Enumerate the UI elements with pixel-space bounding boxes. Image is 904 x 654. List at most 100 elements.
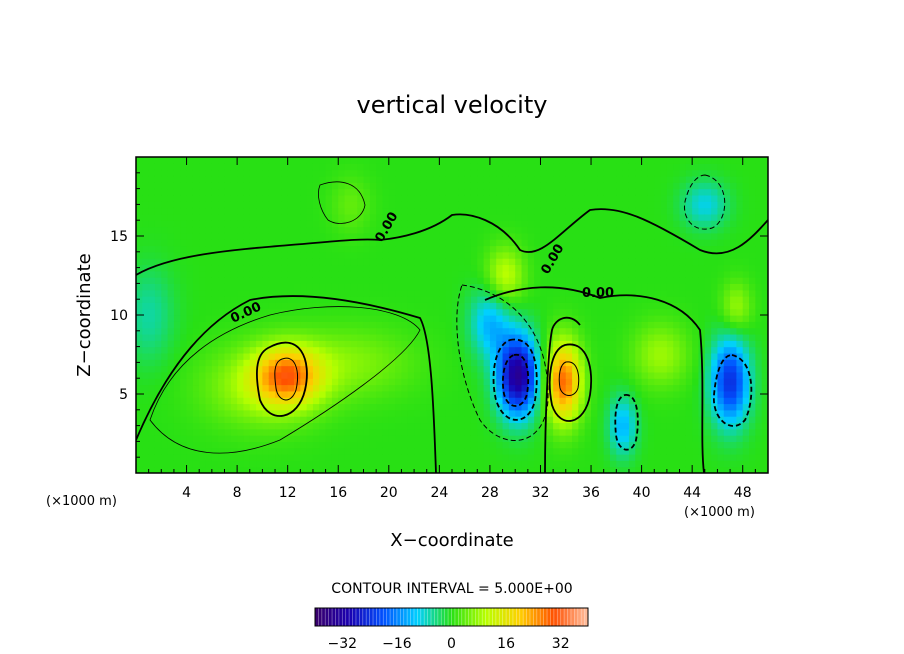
heatmap-cell bbox=[755, 333, 763, 341]
heatmap-cell bbox=[483, 251, 491, 259]
heatmap-cell bbox=[742, 232, 750, 240]
heatmap-cell bbox=[692, 352, 700, 360]
heatmap-cell bbox=[205, 302, 213, 310]
heatmap-cell bbox=[635, 277, 643, 284]
heatmap-cell bbox=[230, 245, 238, 253]
heatmap-cell bbox=[597, 251, 605, 259]
heatmap-cell bbox=[205, 169, 213, 177]
heatmap-cell bbox=[338, 251, 346, 259]
heatmap-cell bbox=[616, 390, 624, 398]
heatmap-cell bbox=[249, 188, 257, 196]
heatmap-cell bbox=[477, 416, 485, 424]
heatmap-cell bbox=[553, 441, 561, 449]
heatmap-cell bbox=[458, 460, 466, 468]
heatmap-cell bbox=[256, 207, 263, 215]
heatmap-cell bbox=[420, 371, 428, 379]
heatmap-cell bbox=[142, 397, 150, 405]
heatmap-cell bbox=[584, 460, 592, 468]
heatmap-cell bbox=[654, 258, 662, 266]
heatmap-cell bbox=[591, 327, 598, 335]
heatmap-cell bbox=[452, 169, 459, 177]
heatmap-cell bbox=[534, 403, 542, 411]
heatmap-cell bbox=[249, 308, 257, 316]
heatmap-cell bbox=[597, 428, 605, 436]
heatmap-cell bbox=[192, 346, 200, 354]
heatmap-cell bbox=[344, 365, 352, 373]
heatmap-cell bbox=[357, 397, 365, 405]
heatmap-cell bbox=[199, 157, 207, 164]
heatmap-cell bbox=[660, 321, 668, 329]
heatmap-cell bbox=[376, 409, 384, 417]
heatmap-cell bbox=[388, 220, 396, 228]
heatmap-cell bbox=[679, 163, 687, 171]
heatmap-cell bbox=[730, 365, 737, 373]
heatmap-cell bbox=[237, 346, 245, 354]
heatmap-cell bbox=[641, 403, 649, 411]
heatmap-cell bbox=[407, 321, 415, 329]
heatmap-cell bbox=[249, 447, 257, 455]
heatmap-cell bbox=[275, 403, 282, 411]
heatmap-cell bbox=[464, 333, 472, 341]
heatmap-cell bbox=[452, 397, 459, 405]
heatmap-cell bbox=[420, 422, 428, 430]
heatmap-cell bbox=[357, 315, 365, 322]
heatmap-cell bbox=[559, 441, 567, 449]
heatmap-cell bbox=[268, 340, 276, 348]
heatmap-cell bbox=[755, 352, 763, 360]
heatmap-cell bbox=[452, 201, 459, 209]
heatmap-cell bbox=[363, 258, 371, 266]
heatmap-cell bbox=[395, 232, 403, 240]
heatmap-cell bbox=[660, 245, 668, 253]
heatmap-cell bbox=[470, 365, 478, 373]
heatmap-cell bbox=[363, 422, 371, 430]
heatmap-cell bbox=[148, 422, 156, 430]
heatmap-cell bbox=[180, 213, 188, 221]
heatmap-cell bbox=[597, 296, 605, 303]
heatmap-cell bbox=[464, 321, 472, 329]
heatmap-cell bbox=[148, 277, 156, 284]
heatmap-cell bbox=[610, 157, 617, 164]
heatmap-cell bbox=[477, 302, 485, 310]
heatmap-cell bbox=[433, 264, 440, 272]
heatmap-cell bbox=[679, 365, 687, 373]
heatmap-cell bbox=[496, 466, 504, 473]
heatmap-cell bbox=[603, 182, 611, 190]
heatmap-cell bbox=[350, 454, 358, 461]
heatmap-cell bbox=[300, 333, 308, 341]
heatmap-cell bbox=[180, 371, 188, 379]
heatmap-cell bbox=[350, 207, 358, 215]
heatmap-cell bbox=[382, 175, 390, 183]
heatmap-cell bbox=[148, 378, 156, 386]
heatmap-cell bbox=[654, 327, 662, 335]
heatmap-cell bbox=[641, 188, 649, 196]
heatmap-cell bbox=[572, 277, 579, 284]
heatmap-cell bbox=[704, 359, 712, 367]
heatmap-cell bbox=[312, 175, 320, 183]
heatmap-cell bbox=[312, 188, 320, 196]
heatmap-cell bbox=[369, 270, 377, 278]
heatmap-cell bbox=[521, 416, 529, 424]
heatmap-cell bbox=[420, 333, 428, 341]
heatmap-cell bbox=[395, 296, 403, 303]
heatmap-cell bbox=[464, 270, 472, 278]
heatmap-cell bbox=[331, 454, 339, 461]
heatmap-cell bbox=[704, 466, 712, 473]
heatmap-cell bbox=[256, 359, 263, 367]
heatmap-cell bbox=[730, 315, 737, 322]
heatmap-cell bbox=[502, 409, 510, 417]
heatmap-cell bbox=[723, 308, 731, 316]
heatmap-cell bbox=[167, 390, 175, 398]
heatmap-cell bbox=[591, 239, 598, 247]
heatmap-cell bbox=[755, 384, 763, 392]
heatmap-cell bbox=[199, 245, 207, 253]
heatmap-cell bbox=[565, 460, 573, 468]
heatmap-cell bbox=[527, 416, 535, 424]
heatmap-cell bbox=[749, 251, 756, 259]
heatmap-cell bbox=[521, 232, 529, 240]
heatmap-cell bbox=[572, 245, 579, 253]
heatmap-cell bbox=[426, 352, 434, 360]
heatmap-cell bbox=[559, 447, 567, 455]
heatmap-cell bbox=[243, 220, 251, 228]
heatmap-cell bbox=[704, 277, 712, 284]
heatmap-cell bbox=[136, 194, 143, 202]
